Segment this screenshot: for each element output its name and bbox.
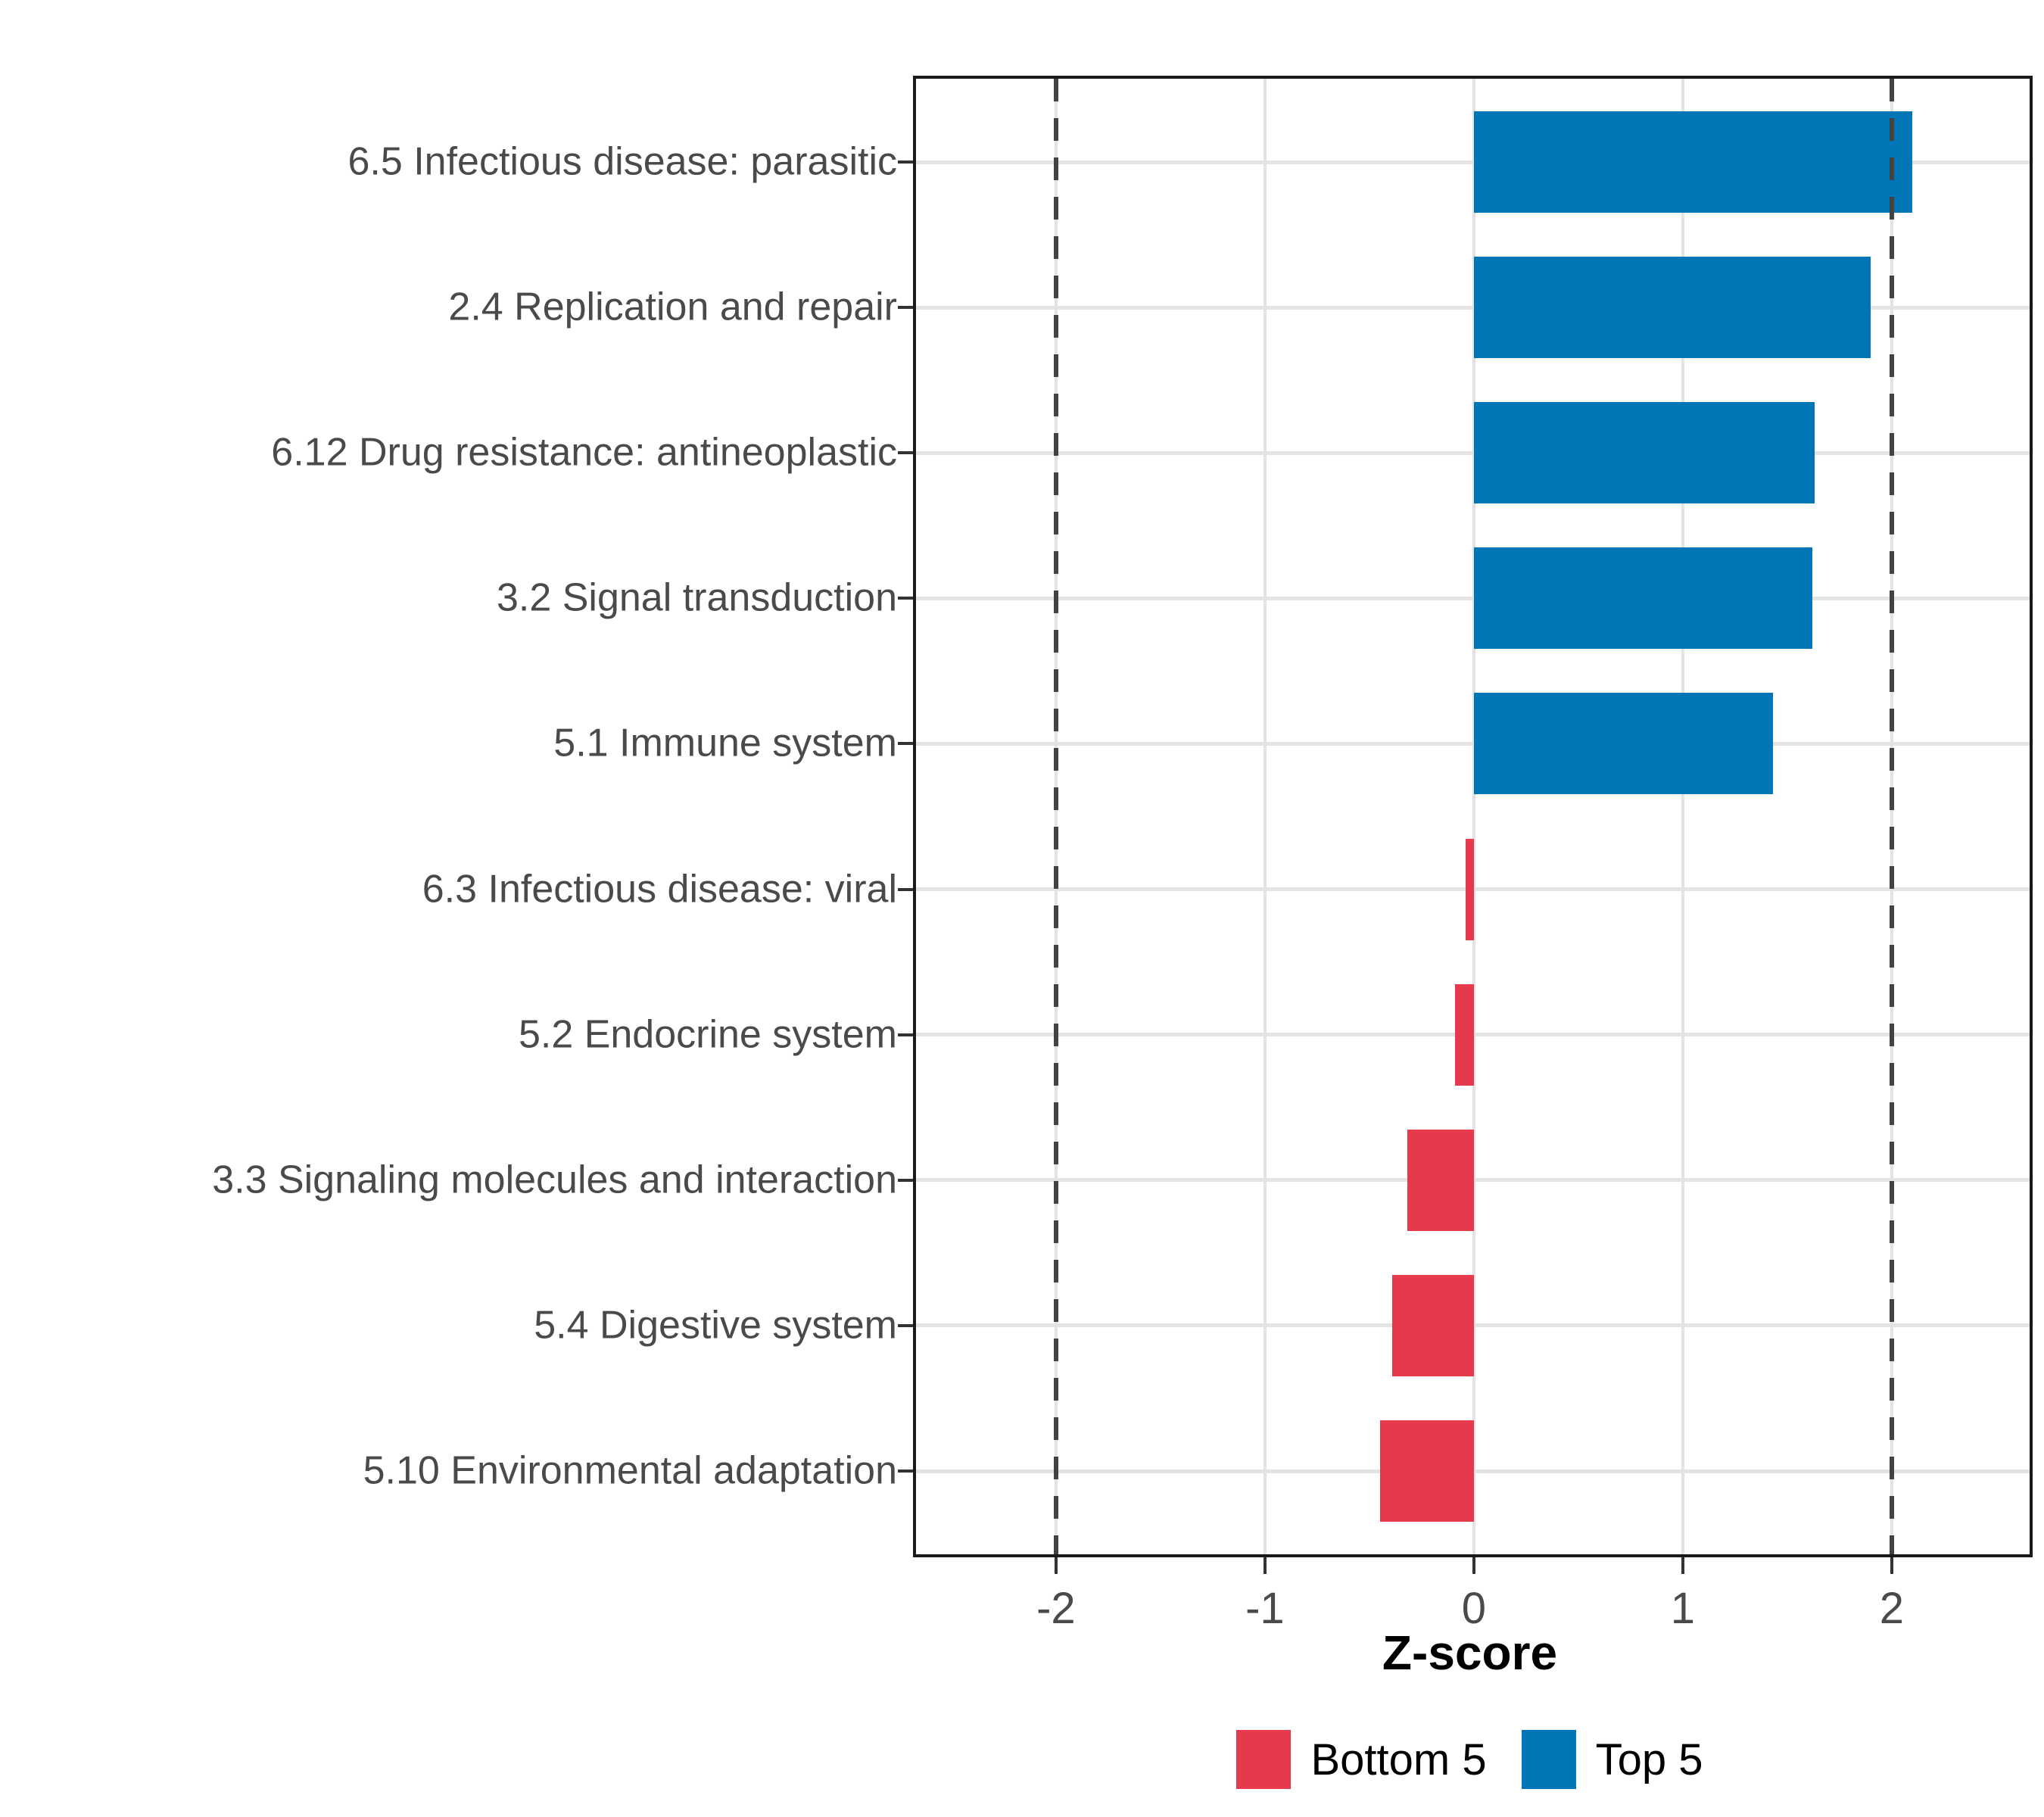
x-tick-mark — [1681, 1557, 1684, 1574]
x-tick-label: 1 — [1670, 1584, 1695, 1633]
category-label: 5.1 Immune system — [553, 721, 897, 765]
category-label: 5.2 Endocrine system — [518, 1012, 897, 1057]
y-tick-mark — [898, 306, 913, 310]
y-gridline — [916, 160, 2030, 164]
x-gridline — [1472, 79, 1475, 1554]
category-label: 2.4 Replication and repair — [448, 285, 897, 329]
x-tick-label: -2 — [1036, 1584, 1076, 1633]
x-tick-mark — [1472, 1557, 1475, 1574]
x-tick-mark — [1890, 1557, 1893, 1574]
category-label: 3.3 Signaling molecules and interaction — [212, 1158, 897, 1202]
y-tick-mark — [898, 1033, 913, 1036]
y-tick-mark — [898, 1469, 913, 1473]
bar-positive — [1473, 402, 1815, 504]
x-tick-mark — [1263, 1557, 1267, 1574]
legend-item-bottom5: Bottom 5 — [1236, 1730, 1487, 1789]
y-gridline — [916, 741, 2030, 746]
bar-positive — [1473, 693, 1773, 795]
legend-swatch-top5 — [1521, 1730, 1576, 1789]
legend-label-bottom5: Bottom 5 — [1310, 1734, 1487, 1784]
y-tick-mark — [898, 742, 913, 746]
legend-swatch-bottom5 — [1236, 1730, 1292, 1789]
y-tick-mark — [898, 1178, 913, 1182]
y-tick-mark — [898, 1323, 913, 1327]
bar-negative — [1465, 838, 1474, 940]
x-tick-label: 2 — [1879, 1584, 1904, 1633]
bar-negative — [1455, 983, 1474, 1086]
category-label: 6.12 Drug resistance: antineoplastic — [271, 430, 897, 475]
y-gridline — [916, 450, 2030, 455]
category-label: 6.5 Infectious disease: parasitic — [347, 139, 897, 184]
legend-label-top5: Top 5 — [1595, 1734, 1703, 1784]
legend: Bottom 5 Top 5 — [913, 1728, 2027, 1791]
category-label: 5.10 Environmental adaptation — [363, 1448, 897, 1493]
category-label: 3.2 Signal transduction — [496, 575, 897, 620]
y-gridline — [916, 305, 2030, 310]
plot-panel — [913, 76, 2033, 1557]
category-label: 6.3 Infectious disease: viral — [422, 866, 897, 911]
reference-line — [1053, 79, 1058, 1554]
x-tick-label: 0 — [1461, 1584, 1486, 1633]
x-gridline — [1681, 79, 1684, 1554]
bar-positive — [1473, 111, 1913, 213]
y-gridline — [916, 596, 2030, 600]
y-tick-mark — [898, 887, 913, 891]
legend-item-top5: Top 5 — [1521, 1730, 1703, 1789]
y-tick-mark — [898, 451, 913, 455]
category-label: 5.4 Digestive system — [534, 1303, 897, 1348]
x-gridline — [1263, 79, 1267, 1554]
bar-negative — [1379, 1420, 1474, 1522]
bar-negative — [1407, 1129, 1474, 1231]
y-tick-mark — [898, 161, 913, 164]
reference-line — [1889, 79, 1894, 1554]
bar-positive — [1473, 547, 1812, 650]
y-tick-mark — [898, 597, 913, 600]
x-tick-label: -1 — [1245, 1584, 1285, 1633]
x-axis-title: Z-score — [1382, 1625, 1558, 1680]
bar-negative — [1392, 1274, 1474, 1376]
bar-positive — [1473, 257, 1871, 359]
x-tick-mark — [1054, 1557, 1058, 1574]
